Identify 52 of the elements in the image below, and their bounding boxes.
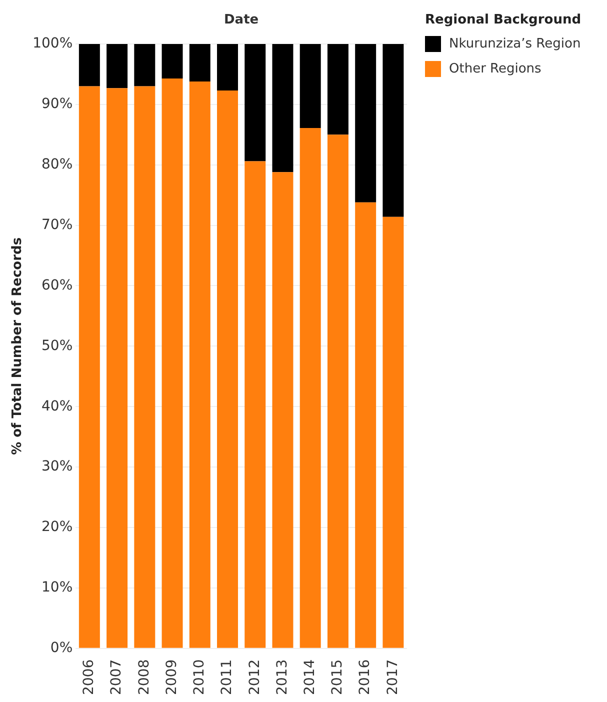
x-axis-title: Date — [224, 12, 259, 28]
x-tick-label: 2017 — [384, 659, 401, 696]
bar — [382, 44, 404, 217]
y-axis-title: % of Total Number of Records — [10, 237, 26, 455]
x-tick-label: 2008 — [136, 659, 152, 696]
bar — [272, 44, 294, 172]
x-tick-label: 2015 — [330, 659, 346, 696]
legend-title: Regional Background — [425, 12, 582, 28]
bar — [327, 44, 348, 135]
bar — [162, 78, 183, 648]
legend-label: Nkurunziza’s Region — [449, 36, 581, 52]
y-tick-label: 10% — [42, 580, 73, 596]
y-tick-label: 70% — [42, 216, 73, 233]
x-tick-label: 2016 — [357, 659, 374, 696]
bar — [244, 161, 266, 648]
bar — [134, 44, 156, 86]
bar — [244, 44, 266, 162]
bar — [217, 44, 238, 91]
x-tick-label: 2014 — [302, 659, 318, 696]
x-tick-label: 2011 — [219, 659, 236, 696]
y-tick-label: 50% — [42, 338, 73, 354]
bar — [300, 128, 321, 648]
bar — [217, 90, 238, 648]
y-tick-label: 80% — [42, 156, 73, 173]
bar — [134, 86, 156, 648]
bar — [78, 86, 100, 648]
bar — [162, 44, 183, 78]
bar — [106, 88, 128, 648]
legend-label: Other Regions — [449, 61, 542, 76]
x-tick-label: 2012 — [246, 659, 263, 696]
bar — [355, 202, 376, 648]
x-tick-label: 2013 — [274, 659, 290, 696]
y-tick-label: 60% — [42, 277, 73, 294]
x-tick-label: 2010 — [192, 659, 208, 696]
y-tick-label: 0% — [50, 640, 73, 656]
bar — [189, 44, 210, 82]
y-tick-label: 40% — [42, 398, 73, 414]
x-tick-label: 2007 — [108, 659, 125, 696]
bar — [327, 134, 348, 648]
bar — [189, 81, 210, 648]
bar — [355, 44, 376, 202]
x-tick-label: 2009 — [164, 659, 180, 696]
bar — [382, 216, 404, 648]
y-tick-label: 30% — [42, 458, 73, 475]
x-tick-label: 2006 — [81, 659, 98, 696]
bar — [78, 44, 100, 86]
y-tick-label: 90% — [42, 96, 73, 112]
bar — [106, 44, 128, 88]
y-tick-label: 100% — [32, 36, 73, 52]
bar — [272, 172, 294, 648]
bar — [300, 44, 321, 128]
y-tick-label: 20% — [42, 519, 73, 536]
